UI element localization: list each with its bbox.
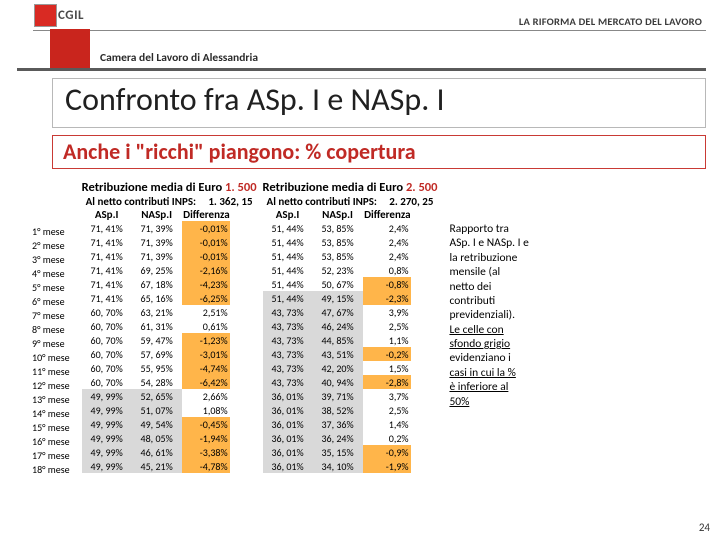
subheader-text: Camera del Lavoro di Alessandria — [100, 51, 258, 65]
table-row: 51, 44%52, 23%0,8% — [263, 263, 411, 277]
month-label: 17° mese — [30, 448, 76, 462]
table-row: 36, 01%35, 15%-0,9% — [263, 445, 411, 459]
table1-title: Retribuzione media di Euro 1. 500 — [82, 180, 257, 195]
month-labels: 1° mese2° mese3° mese4° mese5° mese6° me… — [30, 180, 76, 476]
table-row: 51, 44%53, 85%2,4% — [263, 235, 411, 249]
table-row: 60, 70%54, 28%-6,42% — [82, 375, 230, 389]
month-label: 13° mese — [30, 392, 76, 406]
table-row: 71, 41%65, 16%-6,25% — [82, 291, 230, 305]
table1-body: 71, 41%71, 39%-0,01%71, 41%71, 39%-0,01%… — [82, 221, 230, 473]
table-row: 51, 44%53, 85%2,4% — [263, 221, 411, 235]
table-row: 60, 70%57, 69%-3,01% — [82, 347, 230, 361]
table-row: 36, 01%34, 10%-1,9% — [263, 459, 411, 473]
month-label: 14° mese — [30, 406, 76, 420]
month-label: 4° mese — [30, 266, 76, 280]
month-label: 1° mese — [30, 224, 76, 238]
month-label: 9° mese — [30, 336, 76, 350]
slide-subtitle: Anche i "ricchi" piangono: % copertura — [63, 138, 695, 165]
table-row: 60, 70%61, 31%0,61% — [82, 319, 230, 333]
table-1500: Retribuzione media di Euro 1. 500 Al net… — [82, 180, 257, 476]
table-row: 43, 73%40, 94%-2,8% — [263, 375, 411, 389]
table2-title: Retribuzione media di Euro 2. 500 — [263, 180, 438, 195]
table-row: 71, 41%69, 25%-2,16% — [82, 263, 230, 277]
table-row: 71, 41%71, 39%-0,01% — [82, 235, 230, 249]
table-row: 71, 41%71, 39%-0,01% — [82, 221, 230, 235]
table-row: 49, 99%45, 21%-4,78% — [82, 459, 230, 473]
page-number: 24 — [699, 521, 710, 534]
month-label: 2° mese — [30, 238, 76, 252]
header-rule — [33, 30, 706, 31]
month-label: 3° mese — [30, 252, 76, 266]
left-bar — [0, 5, 17, 40]
thick-rule — [17, 68, 706, 71]
side-note: Rapporto tra ASp. I e NASp. I e la retri… — [443, 222, 547, 476]
table-row: 43, 73%43, 51%-0,2% — [263, 347, 411, 361]
table-row: 71, 41%71, 39%-0,01% — [82, 249, 230, 263]
month-label: 8° mese — [30, 322, 76, 336]
table-row: 49, 99%46, 61%-3,38% — [82, 445, 230, 459]
table2-body: 51, 44%53, 85%2,4%51, 44%53, 85%2,4%51, … — [263, 221, 411, 473]
table-row: 60, 70%63, 21%2,51% — [82, 305, 230, 319]
content-area: 1° mese2° mese3° mese4° mese5° mese6° me… — [30, 180, 708, 476]
table2-colheads: ASp.I NASp.I Differenza — [263, 208, 438, 221]
subtitle-box: Anche i "ricchi" piangono: % copertura — [52, 135, 706, 169]
month-label: 7° mese — [30, 308, 76, 322]
logo-text: CGIL — [58, 8, 84, 23]
month-label: 12° mese — [30, 378, 76, 392]
table1-sub: Al netto contributi INPS:1. 362, 15 — [82, 195, 257, 208]
slide-title: Confronto fra ASp. I e NASp. I — [65, 80, 693, 119]
table-row: 49, 99%48, 05%-1,94% — [82, 431, 230, 445]
table-row: 51, 44%50, 67%-0,8% — [263, 277, 411, 291]
table-row: 36, 01%37, 36%1,4% — [263, 417, 411, 431]
table-row: 51, 44%53, 85%2,4% — [263, 249, 411, 263]
table-row: 49, 99%51, 07%1,08% — [82, 403, 230, 417]
table-row: 36, 01%36, 24%0,2% — [263, 431, 411, 445]
table-row: 51, 44%49, 15%-2,3% — [263, 291, 411, 305]
month-label: 6° mese — [30, 294, 76, 308]
month-label: 16° mese — [30, 434, 76, 448]
month-label: 11° mese — [30, 364, 76, 378]
title-box: Confronto fra ASp. I e NASp. I — [52, 78, 706, 128]
table-row: 60, 70%59, 47%-1,23% — [82, 333, 230, 347]
table-row: 43, 73%44, 85%1,1% — [263, 333, 411, 347]
month-label: 5° mese — [30, 280, 76, 294]
table-row: 43, 73%42, 20%1,5% — [263, 361, 411, 375]
table1-colheads: ASp.I NASp.I Differenza — [82, 208, 257, 221]
table-row: 36, 01%38, 52%2,5% — [263, 403, 411, 417]
month-label: 10° mese — [30, 350, 76, 364]
table-row: 43, 73%47, 67%3,9% — [263, 305, 411, 319]
table-row: 36, 01%39, 71%3,7% — [263, 389, 411, 403]
table-row: 43, 73%46, 24%2,5% — [263, 319, 411, 333]
doc-title-small: LA RIFORMA DEL MERCATO DEL LAVORO — [519, 15, 702, 28]
logo-square — [34, 4, 57, 27]
logo: CGIL — [34, 4, 89, 27]
table2-sub: Al netto contributi INPS:2. 270, 25 — [263, 195, 438, 208]
table-row: 49, 99%52, 65%2,66% — [82, 389, 230, 403]
table-row: 49, 99%49, 54%-0,45% — [82, 417, 230, 431]
table-2500: Retribuzione media di Euro 2. 500 Al net… — [263, 180, 438, 476]
red-accent-square — [50, 29, 90, 69]
month-label: 15° mese — [30, 420, 76, 434]
table-row: 60, 70%55, 95%-4,74% — [82, 361, 230, 375]
header: CGIL LA RIFORMA DEL MERCATO DEL LAVORO — [0, 1, 720, 45]
table-row: 71, 41%67, 18%-4,23% — [82, 277, 230, 291]
month-label: 18° mese — [30, 462, 76, 476]
